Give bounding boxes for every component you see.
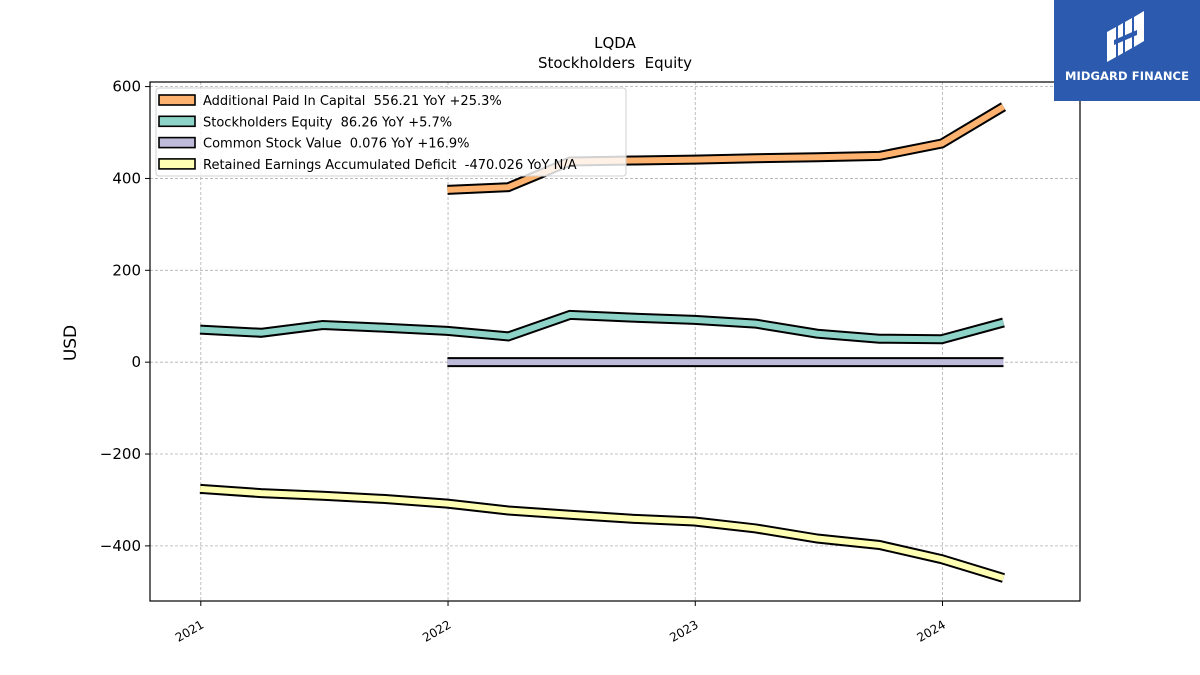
legend-swatch (158, 136, 196, 149)
x-tick-label: 2024 (915, 617, 948, 644)
brand-logo: MIDGARD FINANCE (1054, 0, 1200, 101)
plot-frame (149, 81, 1081, 602)
legend: Additional Paid In Capital 556.21 YoY +2… (155, 87, 627, 177)
legend-swatch (158, 115, 196, 128)
y-axis-label: USD (61, 325, 81, 361)
x-tick-label: 2021 (173, 617, 206, 644)
brand-name: MIDGARD FINANCE (1064, 69, 1190, 83)
y-tick-label: 400 (112, 169, 141, 187)
legend-swatch (158, 158, 196, 170)
y-tick-label: 600 (112, 78, 141, 96)
series-line (199, 311, 1005, 343)
chart-title: LQDA (594, 34, 636, 52)
series-lines (199, 102, 1007, 583)
legend-box (155, 87, 627, 177)
legend-label: Stockholders Equity 86.26 YoY +5.7% (203, 115, 452, 130)
series-line-outline (199, 483, 1005, 583)
legend-swatch (158, 94, 196, 106)
series-line (199, 485, 1005, 581)
legend-label: Additional Paid In Capital 556.21 YoY +2… (203, 94, 502, 109)
y-tick-label: 0 (131, 353, 141, 371)
y-tick-label: −200 (100, 445, 141, 463)
x-tick-label: 2023 (667, 617, 700, 644)
x-tick-label: 2022 (420, 617, 453, 644)
y-tick-label: −400 (100, 537, 141, 555)
legend-label: Retained Earnings Accumulated Deficit -4… (203, 158, 577, 173)
series-retained-earnings-accumulated-deficit (199, 483, 1005, 583)
legend-label: Common Stock Value 0.076 YoY +16.9% (203, 137, 470, 152)
y-tick-label: 200 (112, 261, 141, 279)
midgard-logo-icon (1107, 11, 1144, 62)
chart-subtitle: Stockholders Equity (538, 54, 692, 72)
axis-ticks: −400 −200 0 200 400 600 2021 2022 2023 2024 (100, 78, 948, 645)
series-stockholders-equity (199, 309, 1005, 345)
